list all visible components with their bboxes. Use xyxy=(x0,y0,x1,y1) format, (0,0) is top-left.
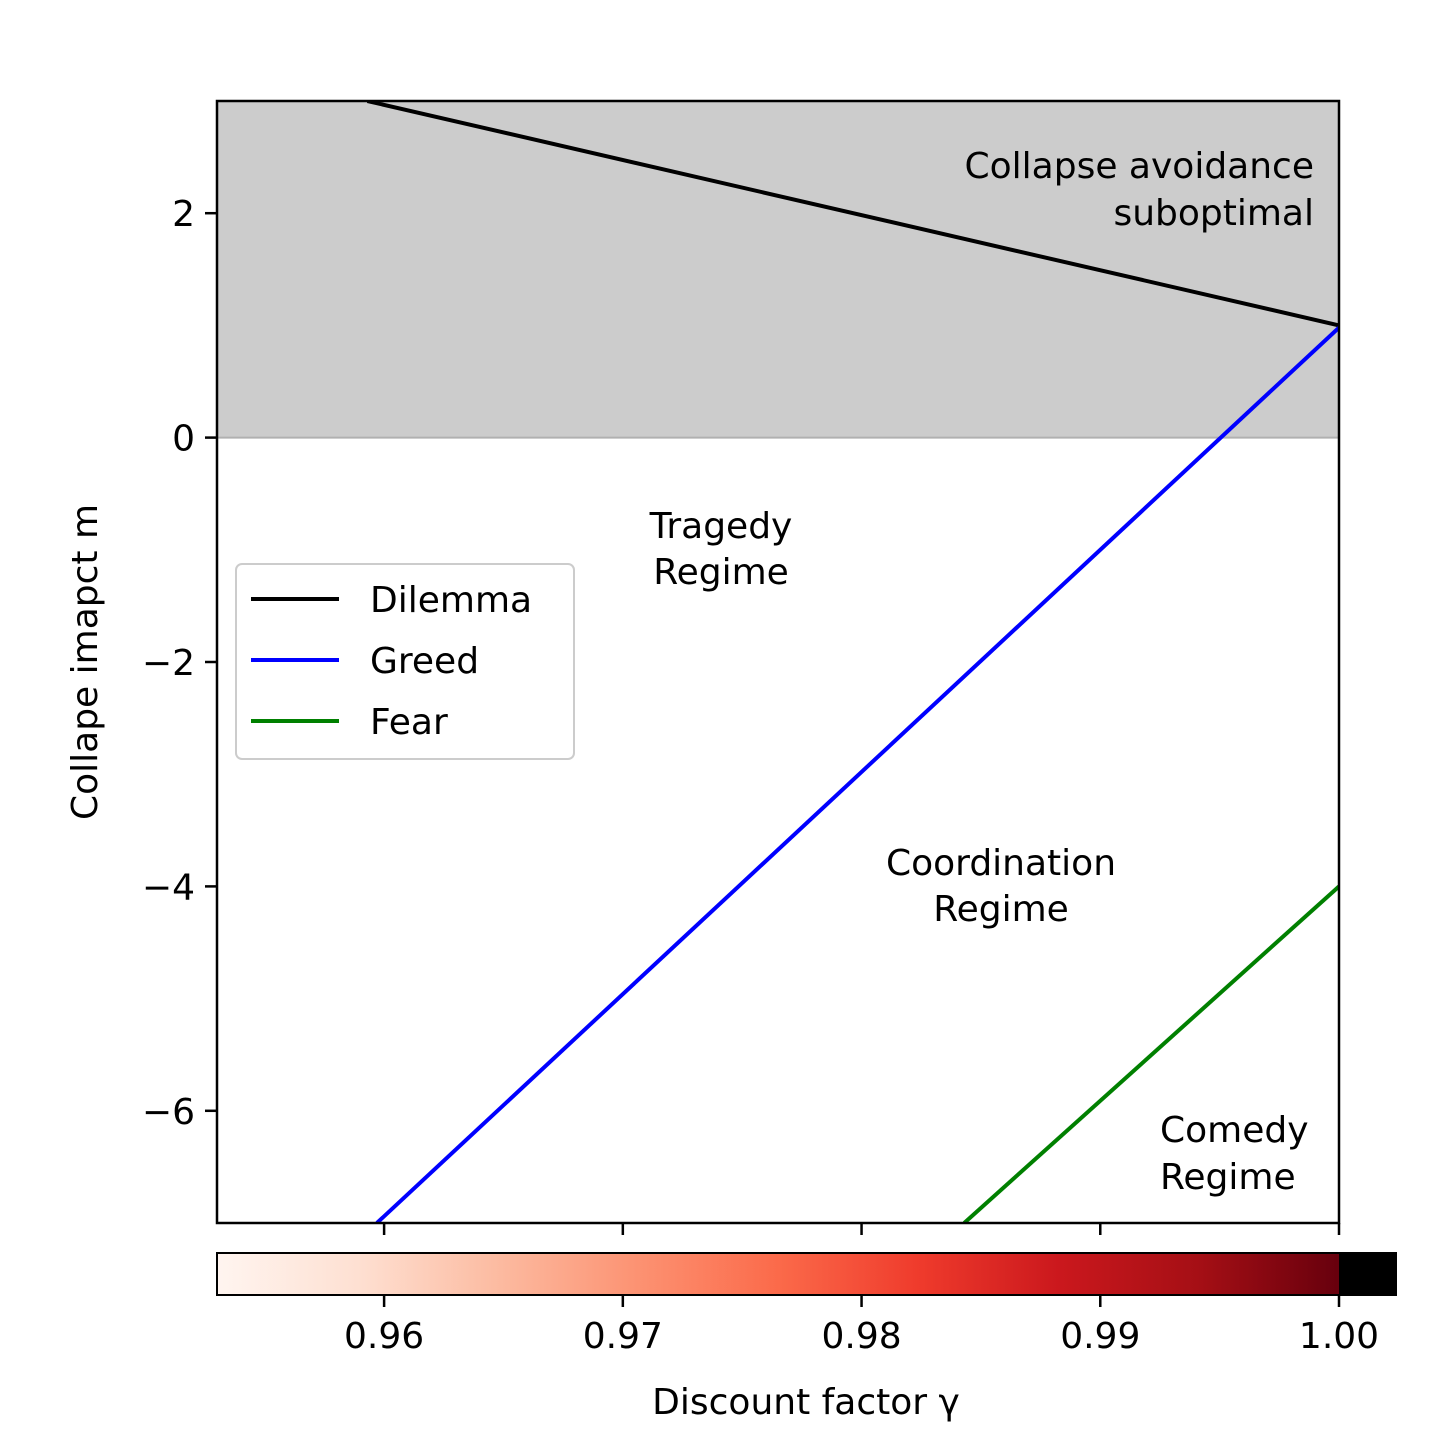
y-tick-label: 2 xyxy=(172,194,195,235)
annotation-line: Coordination xyxy=(886,843,1116,884)
colorbar-label: Discount factor γ xyxy=(652,1382,960,1423)
series-lines xyxy=(366,101,1339,1223)
y-axis: 2 0 −2 −4 −6 xyxy=(142,194,217,1133)
legend: Dilemma Greed Fear xyxy=(235,563,575,760)
colorbar-gradient xyxy=(217,1253,1339,1295)
colorbar-tick-label: 0.97 xyxy=(583,1316,663,1357)
annotation-line: suboptimal xyxy=(1113,193,1314,234)
series-line-greed xyxy=(375,326,1339,1223)
colorbar: 0.96 0.97 0.98 0.99 1.00 Discount factor γ xyxy=(216,1252,1397,1423)
legend-label-greed: Greed xyxy=(370,641,479,682)
annotation-line: Regime xyxy=(1160,1157,1296,1198)
colorbar-ticks: 0.96 0.97 0.98 0.99 1.00 xyxy=(344,1295,1379,1357)
colorbar-tick-label: 0.98 xyxy=(821,1316,901,1357)
colorbar-extend-max xyxy=(1339,1253,1396,1295)
legend-box xyxy=(235,563,575,760)
x-axis-ticks xyxy=(382,1223,1341,1235)
annotation-tragedy-regime: Tragedy Regime xyxy=(649,506,793,593)
colorbar-tick-label: 0.96 xyxy=(344,1316,424,1357)
y-axis-title: Collape imapct m xyxy=(65,504,106,820)
colorbar-tick-label: 1.00 xyxy=(1299,1316,1379,1357)
annotation-line: Comedy xyxy=(1160,1110,1309,1151)
annotation-coordination-regime: Coordination Regime xyxy=(886,843,1116,930)
annotation-collapse-avoidance: Collapse avoidance suboptimal xyxy=(965,146,1315,234)
annotation-line: Regime xyxy=(653,552,789,593)
annotation-comedy-regime: Comedy Regime xyxy=(1160,1110,1309,1198)
series-line-fear xyxy=(962,884,1339,1223)
legend-label-dilemma: Dilemma xyxy=(370,580,532,621)
legend-label-fear: Fear xyxy=(370,702,448,743)
colorbar-frame xyxy=(216,1252,1397,1296)
colorbar-tick-label: 0.99 xyxy=(1060,1316,1140,1357)
annotation-line: Regime xyxy=(933,889,1069,930)
y-tick-label: 0 xyxy=(172,419,195,460)
annotation-line: Collapse avoidance xyxy=(965,146,1315,187)
series-line-dilemma xyxy=(366,101,1339,328)
annotation-line: Tragedy xyxy=(649,506,793,547)
shaded-region-collapse-avoidance xyxy=(217,101,1339,438)
y-tick-label: −2 xyxy=(142,643,195,684)
y-tick-label: −4 xyxy=(142,867,195,908)
y-tick-label: −6 xyxy=(142,1092,195,1133)
